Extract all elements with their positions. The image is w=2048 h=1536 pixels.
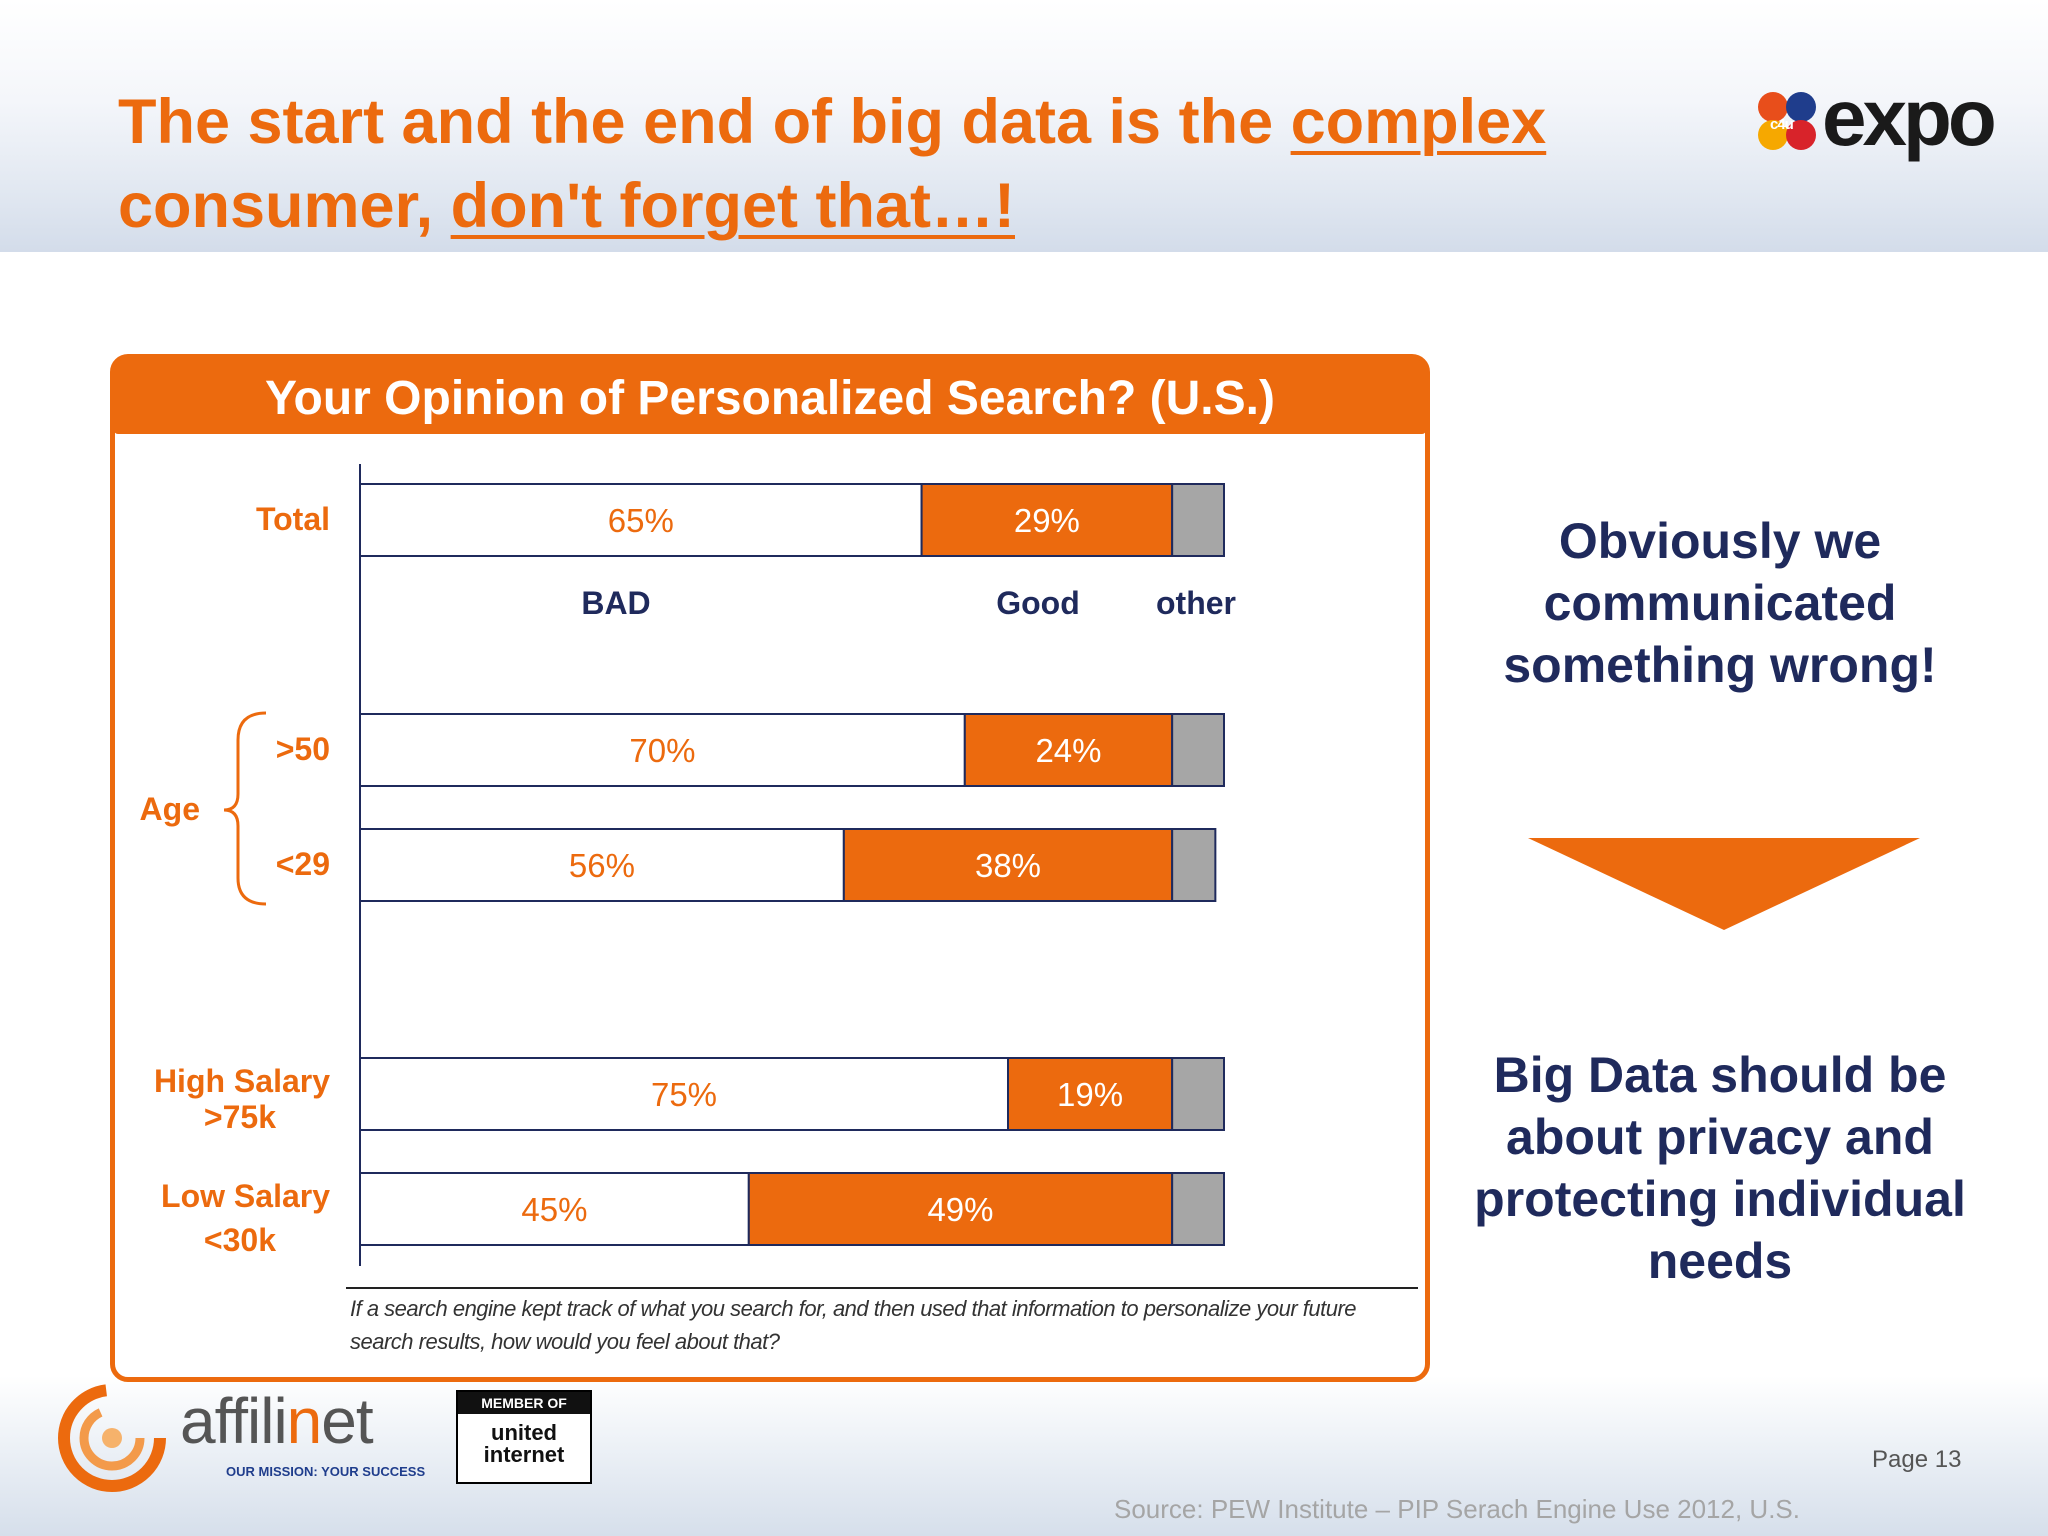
bar-segment-good [920,483,1174,557]
bar-segment-other [1171,828,1217,902]
expo-badge: c4u [1770,116,1794,133]
member-of-label: MEMBER OF [458,1392,590,1414]
bar-data-label: 56% [569,847,635,884]
bar-data-label: 70% [629,732,695,769]
page-number: Page 13 [1872,1446,1962,1473]
bar-data-label: 49% [927,1191,993,1228]
united-internet-wordmark: united internet [483,1420,565,1467]
affilinet-tagline: OUR MISSION: YOUR SUCCESS [226,1464,426,1479]
side-statement-top: Obviously we communicated something wron… [1503,513,1937,693]
bar-segment-good [747,1172,1174,1246]
category-label: <29 [276,846,330,882]
series-label-good: Good [996,585,1080,621]
category-label: Total [256,501,330,537]
age-bracket-icon [223,711,267,906]
united-internet-badge: MEMBER OF united internet [456,1390,592,1484]
expo-dots-icon: c4u [1756,90,1820,154]
category-label: Low Salary [161,1178,330,1214]
expo-wordmark: expo [1822,73,1997,162]
bar-segment-bad [359,1172,750,1246]
bar-data-label: 45% [521,1191,587,1228]
bar-segment-other [1171,1057,1226,1131]
bar-data-label: 38% [975,847,1041,884]
side-statement-bottom: Big Data should be about privacy and pro… [1474,1047,1966,1289]
header-band [0,0,2048,252]
source-citation: Source: PEW Institute – PIP Serach Engin… [1114,1494,1800,1524]
bar-data-label: 75% [651,1076,717,1113]
bar-segment-other [1171,1172,1226,1246]
bar-data-label: 65% [608,502,674,539]
bar-segment-other [1171,713,1226,787]
bar-segment-bad [359,828,845,902]
category-label: High Salary [154,1063,330,1099]
bar-segment-other [1171,483,1226,557]
age-group-label: Age [140,791,200,827]
chart-title: Your Opinion of Personalized Search? (U.… [265,372,1275,425]
bar-segment-good [963,713,1174,787]
category-label: >75k [204,1099,276,1135]
series-label-bad: BAD [581,585,650,621]
bar-data-label: 29% [1014,502,1080,539]
series-label-other: other [1156,585,1236,621]
bar-segment-good [842,828,1174,902]
title-emphasis-complex: complex [1290,87,1547,157]
bar-segment-bad [359,1057,1009,1131]
chart-title-bar: Your Opinion of Personalized Search? (U.… [114,358,1426,434]
down-arrow-icon [1528,838,1920,930]
survey-question-footnote: If a search engine kept track of what yo… [350,1296,1357,1354]
expo-logo: c4u expo [1756,73,2006,162]
slide-title: The start and the end of big data is the… [118,87,1547,241]
title-emphasis-dont-forget: don't forget that…! [450,171,1015,241]
affilinet-wordmark: affilinet [180,1385,374,1457]
footer-band [0,1376,2048,1536]
affilinet-swirl-icon [58,1384,166,1492]
category-label: >50 [276,731,330,767]
bar-data-label: 24% [1035,732,1101,769]
bar-segment-good [1007,1057,1174,1131]
affilinet-logo: affilinet OUR MISSION: YOUR SUCCESS [52,1382,432,1494]
bar-data-label: 19% [1057,1076,1123,1113]
category-label: <30k [204,1222,276,1258]
